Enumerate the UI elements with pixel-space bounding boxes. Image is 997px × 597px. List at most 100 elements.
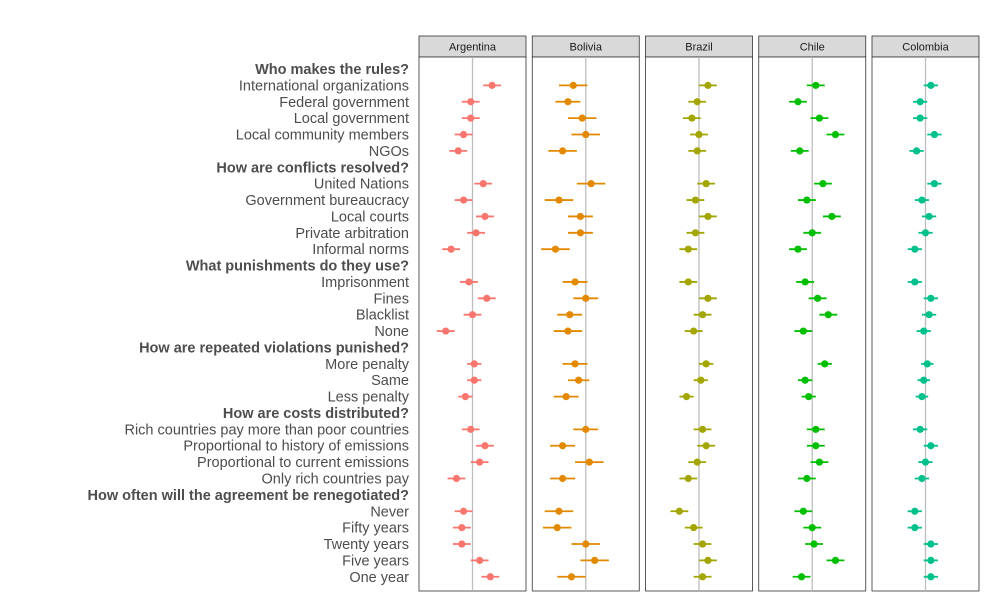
row-label: Rich countries pay more than poor countr… (124, 422, 409, 438)
estimate-point (695, 130, 703, 139)
estimate-point (801, 376, 809, 384)
estimate-point (578, 114, 586, 122)
group-header-label: How often will the agreement be renegoti… (88, 488, 410, 504)
row-label: United Nations (314, 177, 409, 193)
estimate-point (815, 458, 823, 466)
estimate-point (704, 294, 712, 302)
row-label: Never (370, 504, 409, 520)
row-label: Five years (342, 553, 409, 569)
facet-strip-label: Colombia (902, 42, 949, 54)
estimate-point (815, 114, 823, 122)
row-label: Proportional to current emissions (197, 455, 409, 471)
estimate-point (803, 196, 811, 204)
estimate-point (684, 245, 692, 253)
estimate-point (481, 442, 489, 450)
estimate-point (682, 393, 691, 401)
estimate-point (476, 458, 484, 466)
estimate-point (470, 376, 478, 384)
row-label: Fifty years (342, 521, 409, 537)
estimate-point (812, 442, 820, 450)
estimate-point (467, 114, 475, 122)
estimate-point (918, 393, 926, 401)
row-label: Local government (294, 111, 409, 127)
estimate-point (555, 507, 563, 515)
estimate-point (558, 442, 567, 450)
estimate-point (918, 474, 926, 483)
estimate-point (566, 311, 574, 319)
group-header-label: Who makes the rules? (255, 62, 409, 78)
estimate-point (479, 180, 487, 188)
estimate-point (585, 458, 593, 466)
row-label: International organizations (239, 78, 409, 94)
estimate-point (562, 393, 570, 401)
estimate-point (693, 98, 701, 106)
row-label: Less penalty (328, 390, 410, 406)
estimate-point (801, 278, 809, 286)
facet-strip-label: Brazil (685, 42, 713, 54)
estimate-point (923, 360, 931, 368)
estimate-point (916, 98, 924, 106)
estimate-point (921, 458, 930, 466)
estimate-point (803, 474, 811, 483)
group-header-label: How are costs distributed? (223, 406, 409, 422)
estimate-point (458, 524, 466, 532)
estimate-point (925, 212, 933, 221)
estimate-point (582, 130, 590, 139)
estimate-point (805, 393, 813, 401)
row-label: Local community members (236, 128, 409, 144)
estimate-point (911, 524, 919, 532)
facet-strip-label: Chile (800, 42, 825, 54)
estimate-point (591, 556, 599, 565)
estimate-point (447, 245, 455, 253)
row-label: Only rich countries pay (262, 472, 410, 488)
estimate-point (927, 81, 935, 89)
estimate-point (468, 311, 477, 319)
estimate-point (488, 81, 496, 89)
estimate-point (459, 196, 468, 204)
estimate-point (458, 540, 466, 548)
row-label: Private arbitration (295, 226, 409, 242)
estimate-point (571, 278, 579, 286)
estimate-point (693, 458, 701, 466)
row-label: Twenty years (324, 537, 409, 553)
estimate-point (551, 245, 560, 253)
estimate-point (912, 147, 921, 155)
row-label: Federal government (279, 95, 409, 111)
estimate-point (911, 278, 919, 286)
estimate-point (684, 474, 692, 483)
estimate-point (794, 245, 802, 253)
estimate-point (693, 147, 701, 155)
estimate-point (927, 556, 935, 565)
estimate-point (472, 229, 480, 237)
estimate-point (704, 212, 712, 221)
estimate-point (704, 556, 712, 565)
estimate-point (808, 524, 816, 532)
estimate-point (927, 573, 935, 581)
row-label: Blacklist (356, 308, 409, 324)
row-label: NGOs (369, 144, 409, 160)
estimate-point (467, 425, 475, 433)
estimate-point (698, 540, 707, 548)
row-label: Imprisonment (321, 275, 409, 291)
estimate-point (916, 425, 924, 433)
estimate-point (587, 180, 595, 188)
estimate-point (794, 98, 802, 106)
estimate-point (553, 524, 561, 532)
row-label: None (374, 324, 409, 340)
estimate-point (555, 196, 563, 204)
estimate-point (810, 540, 818, 548)
row-label: Same (371, 373, 409, 389)
estimate-point (690, 327, 698, 335)
estimate-point (697, 376, 705, 384)
row-label: Proportional to history of emissions (183, 439, 409, 455)
estimate-point (461, 393, 469, 401)
estimate-point (927, 540, 935, 548)
estimate-point (698, 425, 707, 433)
estimate-point (690, 524, 698, 532)
estimate-point (558, 147, 567, 155)
estimate-point (796, 147, 804, 155)
estimate-point (812, 425, 820, 433)
estimate-point (799, 327, 807, 335)
estimate-point (704, 81, 712, 89)
row-label: Fines (374, 291, 409, 307)
